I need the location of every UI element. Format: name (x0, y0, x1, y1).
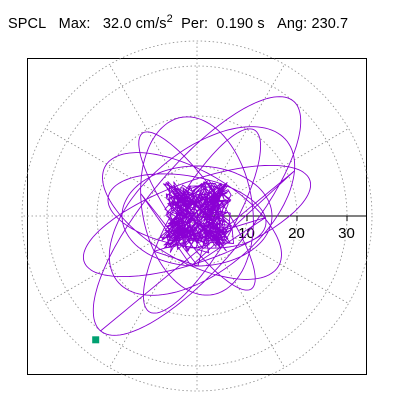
tick-label-30: 30 (338, 225, 355, 242)
max-value: 32.0 cm/s (102, 16, 167, 32)
angle-value: 230.7 (311, 16, 349, 32)
max-unit-exponent: 2 (166, 13, 173, 25)
period-label: Per: (181, 16, 209, 32)
tick-label-20: 20 (288, 225, 305, 242)
peak-marker (92, 336, 100, 344)
chart-header: SPCL Max: 32.0 cm/s2 Per: 0.190 s Ang: 2… (8, 13, 349, 33)
max-label: Max: (58, 16, 91, 32)
period-value: 0.190 s (216, 16, 265, 32)
particle-motion-trace (82, 96, 312, 336)
grid-circle-outer (21, 40, 373, 392)
grid-spoke-240 (109, 215, 198, 368)
station-code: SPCL (8, 16, 47, 32)
angle-label: Ang: (277, 16, 308, 32)
